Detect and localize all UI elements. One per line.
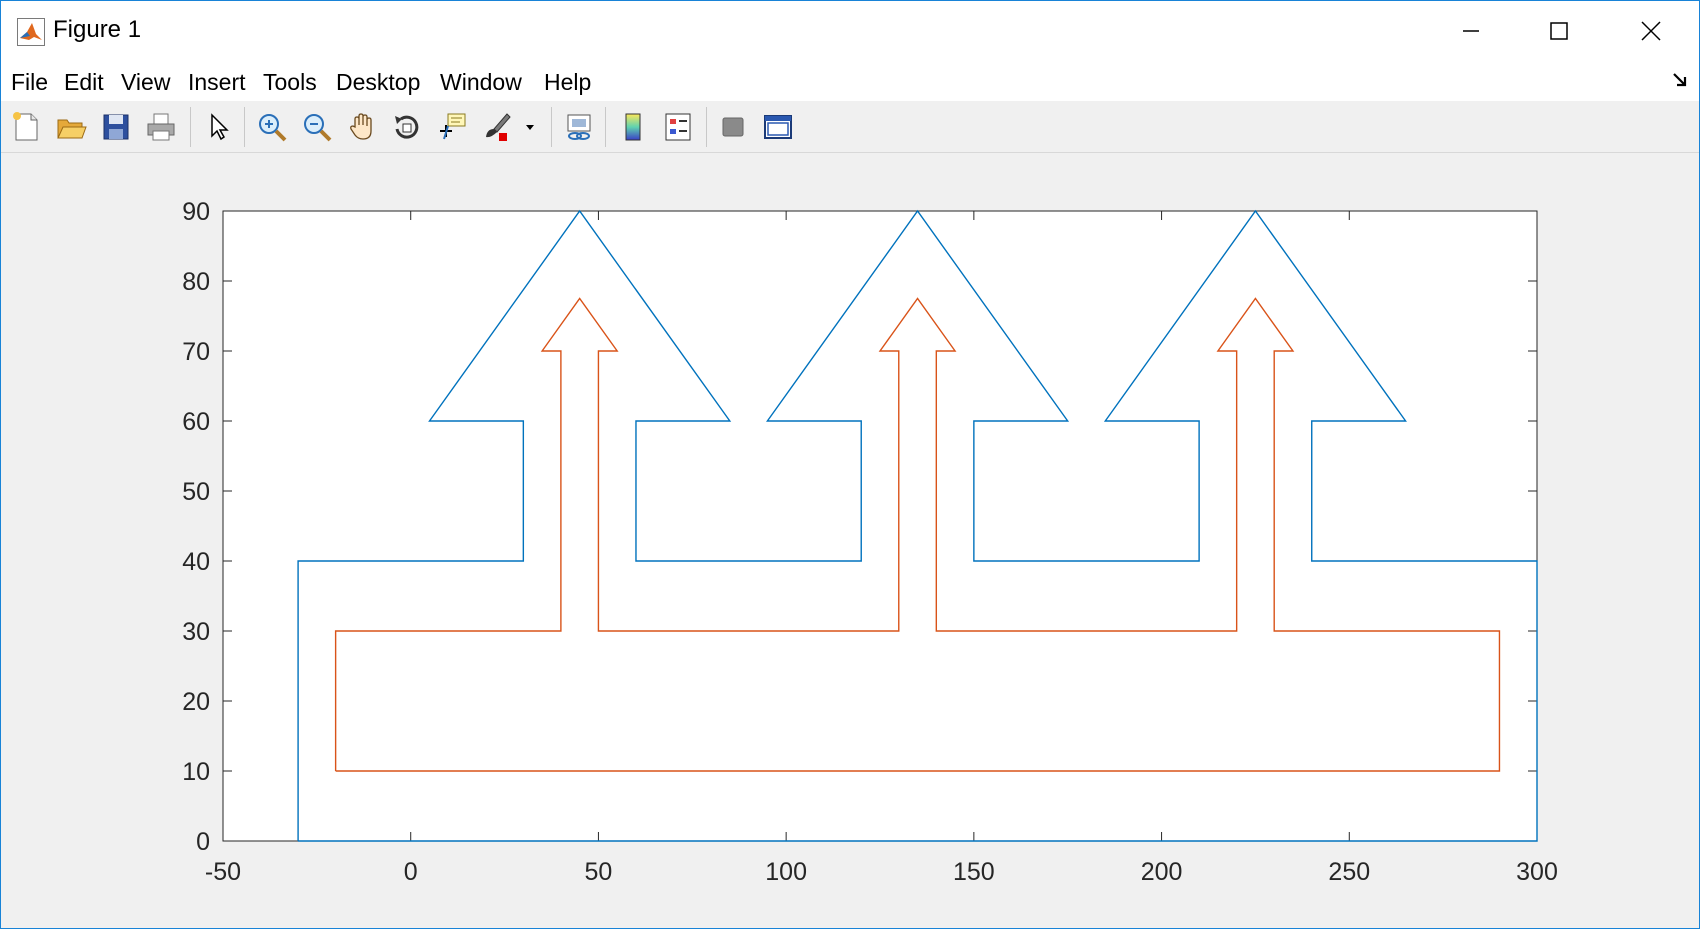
edit-plot-button[interactable] xyxy=(199,108,237,146)
zoom-in-icon xyxy=(259,114,287,142)
colorbar-icon xyxy=(625,113,641,141)
x-tick-label: 0 xyxy=(404,858,418,886)
x-tick-label: 250 xyxy=(1328,858,1370,886)
window-title: Figure 1 xyxy=(53,16,142,43)
zoom-in-button[interactable] xyxy=(253,108,291,146)
maximize-icon xyxy=(1550,22,1568,40)
toolbar-separator xyxy=(551,107,552,147)
save-button[interactable] xyxy=(97,108,135,146)
new-figure-button[interactable] xyxy=(7,108,45,146)
brush-icon xyxy=(486,113,511,141)
x-tick-label: 150 xyxy=(953,858,995,886)
rotate-3d-button[interactable] xyxy=(388,108,426,146)
pan-hand-icon xyxy=(350,113,372,140)
link-plot-icon xyxy=(567,114,591,140)
data-cursor-button[interactable] xyxy=(433,108,471,146)
y-tick-label: 20 xyxy=(182,688,210,716)
series-line-2[interactable] xyxy=(334,297,1501,772)
y-tick-label: 90 xyxy=(182,198,210,226)
legend-button[interactable] xyxy=(659,108,697,146)
menu-view[interactable]: View xyxy=(121,69,171,95)
print-button[interactable] xyxy=(142,108,180,146)
axes-box[interactable] xyxy=(222,210,1538,842)
plot-lines xyxy=(297,209,1538,842)
chevron-down-icon xyxy=(526,125,534,130)
print-icon xyxy=(147,113,175,141)
minimize-icon xyxy=(1463,30,1479,32)
zoom-out-button[interactable] xyxy=(298,108,336,146)
open-file-button[interactable] xyxy=(52,108,90,146)
menu-help[interactable]: Help xyxy=(544,69,592,95)
title-bar[interactable]: Figure 1 xyxy=(1,1,1699,61)
y-tick-label: 70 xyxy=(182,338,210,366)
x-tick-label: 100 xyxy=(765,858,807,886)
dock-figure-icon[interactable] xyxy=(1671,71,1689,89)
close-icon xyxy=(1641,21,1661,41)
x-tick-label: -50 xyxy=(205,858,241,886)
y-tick-label: 40 xyxy=(182,548,210,576)
x-tick-label: 300 xyxy=(1516,858,1558,886)
maximize-button[interactable] xyxy=(1513,1,1605,61)
menu-edit[interactable]: Edit xyxy=(64,69,104,95)
series-line-1[interactable] xyxy=(297,209,1538,842)
menu-insert[interactable]: Insert xyxy=(188,69,246,95)
menu-file[interactable]: File xyxy=(11,69,49,95)
hide-plot-tools-button[interactable] xyxy=(714,108,752,146)
menu-tools[interactable]: Tools xyxy=(263,69,317,95)
legend-icon xyxy=(665,113,691,141)
open-file-icon xyxy=(57,119,87,139)
pan-button[interactable] xyxy=(343,108,381,146)
menu-window[interactable]: Window xyxy=(440,69,522,95)
x-tick-label: 50 xyxy=(585,858,613,886)
rotate-3d-icon xyxy=(395,115,419,139)
colorbar-button[interactable] xyxy=(614,108,652,146)
link-plot-button[interactable] xyxy=(560,108,598,146)
brush-button[interactable] xyxy=(478,108,516,146)
y-tick-label: 30 xyxy=(182,618,210,646)
new-figure-icon xyxy=(13,112,38,141)
toolbar-separator xyxy=(244,107,245,147)
minimize-button[interactable] xyxy=(1425,1,1517,61)
toolbar-separator xyxy=(706,107,707,147)
menu-bar: File Edit View Insert Tools Desktop Wind… xyxy=(1,61,1699,101)
save-icon xyxy=(103,114,129,140)
show-plot-tools-icon xyxy=(764,115,792,139)
matlab-logo-icon xyxy=(17,18,45,46)
menu-desktop[interactable]: Desktop xyxy=(336,69,421,95)
figure-toolbar xyxy=(1,101,1699,153)
y-tick-label: 80 xyxy=(182,268,210,296)
brush-dropdown-button[interactable] xyxy=(521,108,539,146)
data-cursor-icon xyxy=(440,113,466,140)
toolbar-separator xyxy=(605,107,606,147)
y-tick-label: 50 xyxy=(182,478,210,506)
zoom-out-icon xyxy=(304,114,332,142)
x-tick-label: 200 xyxy=(1141,858,1183,886)
y-tick-label: 60 xyxy=(182,408,210,436)
show-plot-tools-button[interactable] xyxy=(759,108,797,146)
toolbar-separator xyxy=(190,107,191,147)
y-tick-label: 10 xyxy=(182,758,210,786)
hide-plot-tools-icon xyxy=(722,117,744,137)
close-button[interactable] xyxy=(1605,1,1697,61)
edit-plot-arrow-icon xyxy=(211,113,229,141)
y-tick-label: 0 xyxy=(196,828,210,856)
